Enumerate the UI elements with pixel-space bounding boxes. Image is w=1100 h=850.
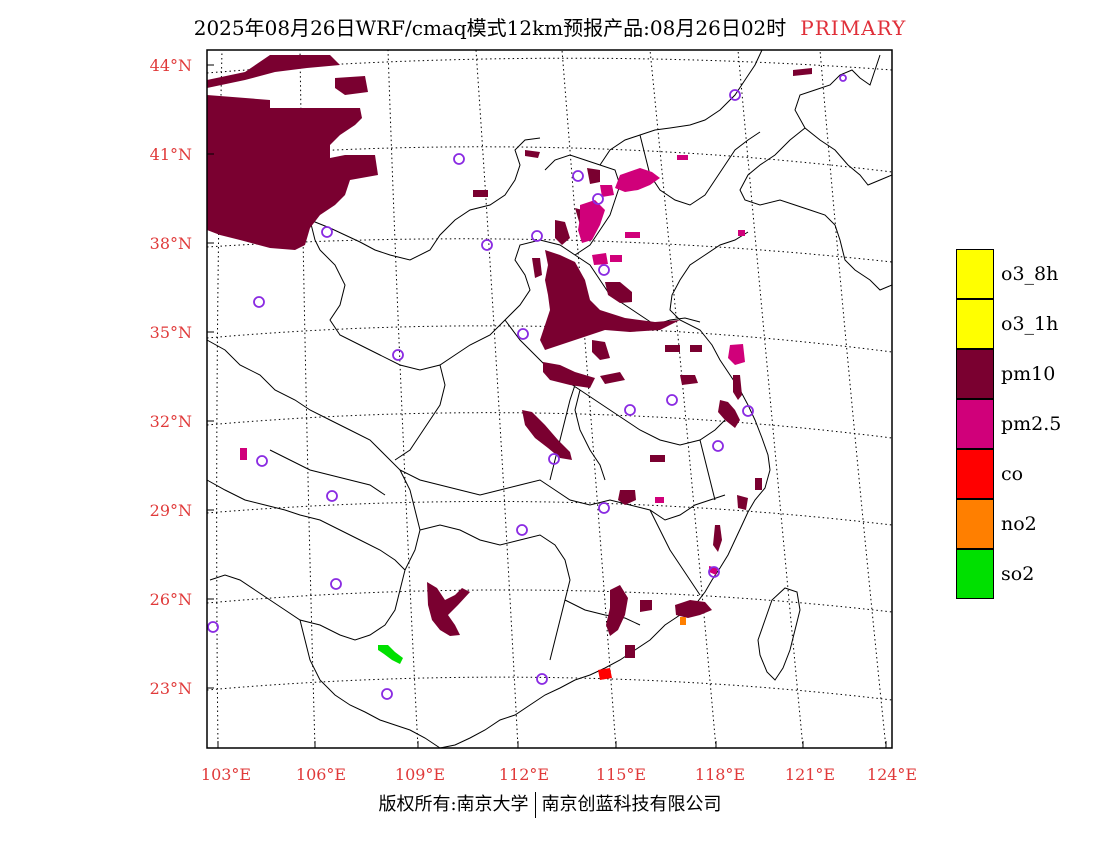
copyright-footer: 版权所有:南京大学 南京创蓝科技有限公司 xyxy=(0,790,1100,818)
boundaries xyxy=(206,49,893,749)
co-patches xyxy=(598,668,612,680)
map-title: 2025年08月26日WRF/cmaq模式12km预报产品:08月26日02时 P… xyxy=(0,12,1100,41)
legend-swatch xyxy=(956,449,994,499)
footer-left: 版权所有:南京大学 xyxy=(378,794,529,815)
lat-label-44n: 44°N xyxy=(149,56,192,75)
no2-patches xyxy=(680,617,686,625)
lon-label-106e: 106°E xyxy=(295,765,347,784)
axis-ticks xyxy=(207,64,887,748)
legend-swatch xyxy=(956,399,994,449)
legend-swatch xyxy=(956,299,994,349)
coastline xyxy=(439,54,893,749)
legend-label: co xyxy=(1001,463,1024,485)
pm10-patches xyxy=(207,55,812,658)
footer-right: 南京创蓝科技有限公司 xyxy=(541,794,722,815)
lat-label-41n: 41°N xyxy=(149,145,192,164)
lat-label-35n: 35°N xyxy=(149,323,192,342)
legend-label: o3_1h xyxy=(1001,313,1059,335)
legend-swatch xyxy=(956,349,994,399)
lat-label-38n: 38°N xyxy=(149,234,192,253)
legend-label: pm10 xyxy=(1001,363,1056,385)
title-mode: PRIMARY xyxy=(800,16,907,40)
title-text: 2025年08月26日WRF/cmaq模式12km预报产品:08月26日02时 xyxy=(193,16,787,40)
lon-label-112e: 112°E xyxy=(498,765,550,784)
legend-swatch xyxy=(956,499,994,549)
legend-label: so2 xyxy=(1001,563,1035,585)
so2-patches xyxy=(378,645,403,664)
lon-label-115e: 115°E xyxy=(595,765,647,784)
pm25-patches xyxy=(240,155,745,575)
footer-separator xyxy=(534,792,536,818)
legend-label: no2 xyxy=(1001,513,1037,535)
legend-label: o3_8h xyxy=(1001,263,1059,285)
stations xyxy=(207,74,847,700)
lon-label-121e: 121°E xyxy=(784,765,836,784)
lat-label-32n: 32°N xyxy=(149,412,192,431)
taiwan xyxy=(757,587,801,681)
lon-label-118e: 118°E xyxy=(694,765,746,784)
lon-label-103e: 103°E xyxy=(200,765,252,784)
legend-swatch xyxy=(956,549,994,599)
lat-label-23n: 23°N xyxy=(149,679,192,698)
map-frame xyxy=(206,49,893,749)
legend-swatch xyxy=(956,249,994,299)
lon-label-109e: 109°E xyxy=(394,765,446,784)
lat-label-26n: 26°N xyxy=(149,590,192,609)
legend-label: pm2.5 xyxy=(1001,413,1062,435)
lon-label-124e: 124°E xyxy=(866,765,918,784)
lat-label-29n: 29°N xyxy=(149,501,192,520)
